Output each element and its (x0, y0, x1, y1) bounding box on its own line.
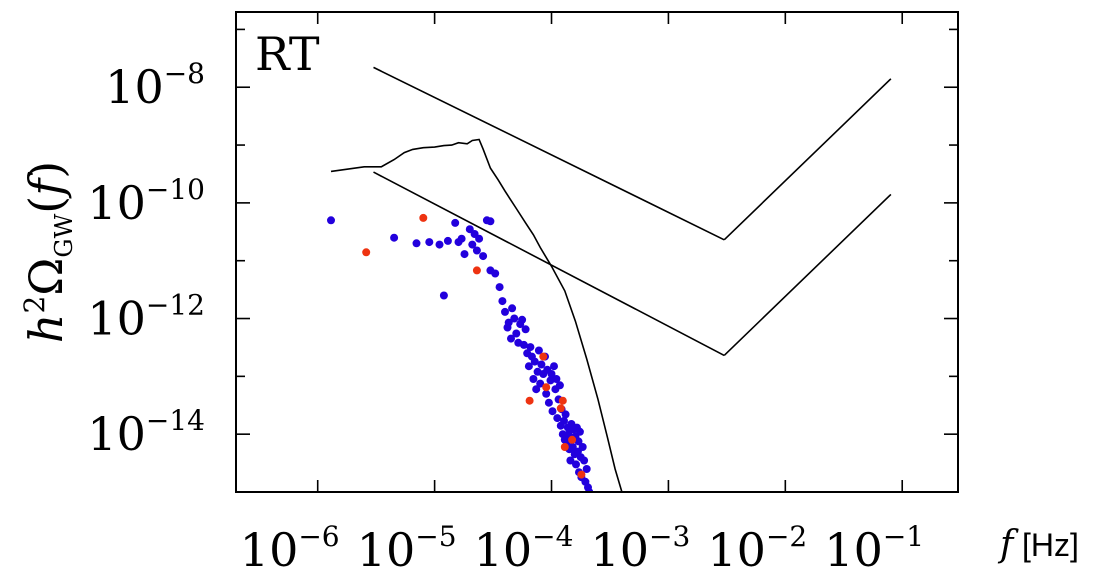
blue-point (560, 416, 568, 425)
y-tick-label: 10−14 (87, 404, 205, 461)
blue-point (566, 456, 575, 465)
blue-point (578, 443, 587, 451)
blue-point (439, 291, 448, 300)
blue-point (475, 234, 484, 243)
blue-point (507, 334, 515, 343)
blue-point (327, 216, 335, 225)
blue-point (508, 304, 517, 313)
x-tick-label: 10−4 (474, 520, 574, 577)
curve-line-1-1 (723, 193, 892, 356)
red-point (525, 396, 534, 405)
blue-point (526, 343, 535, 352)
blue-point (435, 240, 444, 249)
svg-text:[Hz]: [Hz] (1022, 527, 1079, 563)
svg-text:h2ΩGW(f): h2ΩGW(f) (18, 161, 78, 343)
blue-point (568, 443, 577, 451)
blue-point (574, 437, 583, 446)
blue-point (443, 236, 452, 245)
y-axis-label: h2ΩGW(f) (18, 161, 78, 343)
blue-point (572, 460, 580, 469)
blue-point (425, 238, 434, 247)
curve-line-0-0 (373, 66, 725, 241)
axis-ticks (236, 12, 958, 493)
blue-point (542, 389, 551, 398)
blue-point (529, 375, 538, 383)
plot-frame (235, 11, 959, 493)
blue-point (524, 362, 533, 371)
blue-point (537, 360, 546, 369)
blue-point (580, 456, 589, 465)
blue-point (544, 398, 553, 407)
blue-point (582, 465, 591, 473)
blue-point (460, 250, 469, 259)
plot-content (327, 66, 892, 492)
plot-area (327, 66, 892, 492)
y-tick-label: 10−12 (87, 289, 205, 346)
red-point (556, 404, 565, 413)
y-tick-label: 10−10 (87, 173, 205, 230)
blue-point (536, 379, 545, 388)
blue-point (521, 325, 530, 334)
blue-point (468, 240, 477, 249)
x-tick-label: 10−5 (357, 520, 457, 577)
curve-line-0-1 (723, 78, 892, 241)
panel-label: RT (255, 27, 320, 81)
blue-point (575, 427, 584, 436)
y-tick-label: 10−8 (105, 57, 205, 114)
red-point (539, 352, 548, 361)
x-tick-label: 10−6 (240, 520, 340, 577)
blue-point (472, 246, 481, 255)
blue-point (501, 307, 509, 316)
curve-line-1-0 (373, 171, 725, 357)
x-tick-label: 10−3 (591, 520, 691, 577)
blue-point (548, 407, 557, 416)
blue-point (561, 410, 570, 419)
red-point (558, 396, 567, 405)
blue-point (510, 314, 519, 323)
blue-point (479, 252, 488, 261)
blue-point (530, 357, 539, 366)
red-point (577, 470, 586, 479)
blue-point (532, 385, 541, 394)
blue-point (451, 218, 460, 227)
x-axis-label: f [Hz] (997, 524, 1079, 565)
blue-point (555, 381, 564, 390)
blue-point (491, 269, 500, 278)
x-tick-label: 10−2 (707, 520, 807, 577)
blue-point (553, 414, 562, 423)
blue-point (534, 346, 543, 355)
tick-labels: 10−6 10−5 10−4 10−3 10−2 10−1 10−8 10−10 10−12 10… (87, 57, 924, 577)
blue-point (547, 370, 556, 378)
svg-text:f: f (997, 524, 1019, 565)
red-point (419, 213, 428, 222)
red-point (362, 248, 371, 257)
blue-point (519, 340, 528, 349)
blue-point (495, 283, 504, 292)
red-point (568, 435, 577, 444)
red-point (472, 266, 481, 275)
blue-point (457, 234, 466, 243)
red-point (542, 383, 551, 392)
blue-point (550, 362, 558, 371)
blue-point (390, 233, 399, 242)
blue-point (552, 375, 561, 383)
blue-point (498, 297, 507, 306)
blue-point (504, 318, 513, 327)
blue-point (512, 329, 521, 338)
blue-point (412, 239, 421, 248)
blue-point (486, 217, 495, 226)
x-tick-label: 10−1 (824, 520, 924, 577)
blue-point (518, 315, 527, 324)
curve-line-2-0 (330, 138, 623, 492)
red-point (560, 443, 569, 451)
